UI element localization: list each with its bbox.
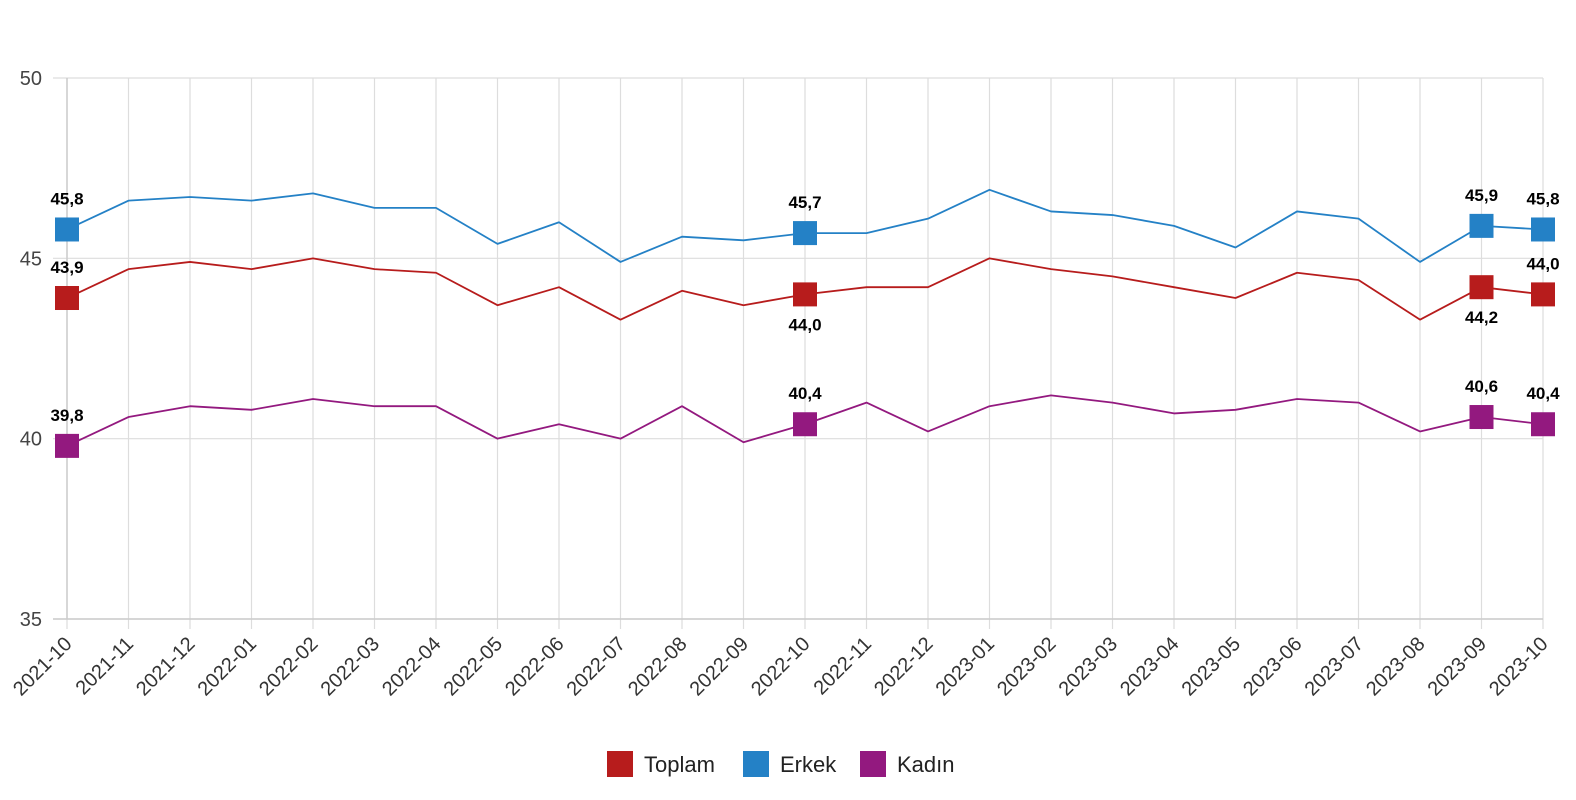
y-tick-label: 40 bbox=[20, 429, 42, 451]
x-tick-label: 2021-10 bbox=[9, 633, 76, 700]
x-tick-label: 2023-02 bbox=[993, 633, 1060, 700]
data-label-kad-n: 39,8 bbox=[50, 406, 83, 425]
marker-erkek[interactable] bbox=[1531, 217, 1555, 242]
data-label-erkek: 45,8 bbox=[1526, 189, 1559, 208]
data-label-kad-n: 40,4 bbox=[1526, 384, 1560, 403]
y-axis-ticks: 35 40 45 50 bbox=[20, 68, 42, 631]
data-label-kad-n: 40,6 bbox=[1465, 377, 1498, 396]
x-tick-label: 2022-10 bbox=[747, 633, 814, 700]
x-tick-label: 2022-02 bbox=[255, 633, 322, 700]
data-label-toplam: 44,0 bbox=[1526, 254, 1559, 273]
data-label-kad-n: 40,4 bbox=[788, 384, 822, 403]
x-tick-label: 2022-11 bbox=[810, 633, 876, 699]
legend-item-toplam[interactable]: Toplam bbox=[607, 751, 715, 777]
x-tick-label: 2022-05 bbox=[440, 633, 507, 700]
grid bbox=[53, 77, 1544, 629]
marker-erkek[interactable] bbox=[793, 221, 817, 246]
x-tick-label: 2022-09 bbox=[686, 633, 753, 700]
series-markers bbox=[55, 213, 1555, 458]
data-label-toplam: 44,0 bbox=[788, 315, 821, 334]
x-tick-label: 2021-11 bbox=[72, 633, 138, 699]
legend-swatch bbox=[743, 751, 769, 777]
data-label-toplam: 44,2 bbox=[1465, 308, 1498, 327]
x-tick-label: 2023-01 bbox=[932, 633, 999, 700]
legend-label: Erkek bbox=[780, 752, 837, 777]
legend-item-erkek[interactable]: Erkek bbox=[743, 751, 837, 777]
legend-label: Kadın bbox=[897, 752, 955, 777]
legend[interactable]: Toplam Erkek Kadın bbox=[607, 751, 955, 777]
x-tick-label: 2023-04 bbox=[1116, 633, 1183, 700]
data-label-erkek: 45,8 bbox=[50, 189, 83, 208]
x-tick-label: 2022-01 bbox=[194, 633, 261, 700]
marker-toplam[interactable] bbox=[793, 282, 817, 307]
marker-kad-n[interactable] bbox=[1469, 405, 1494, 430]
marker-toplam[interactable] bbox=[55, 286, 79, 311]
x-tick-label: 2023-05 bbox=[1178, 633, 1245, 700]
marker-erkek[interactable] bbox=[55, 217, 79, 242]
y-tick-label: 50 bbox=[20, 68, 42, 90]
x-tick-label: 2023-09 bbox=[1424, 633, 1491, 700]
x-tick-label: 2023-07 bbox=[1301, 633, 1368, 700]
marker-toplam[interactable] bbox=[1469, 275, 1494, 300]
x-tick-label: 2022-04 bbox=[378, 633, 445, 700]
x-tick-label: 2022-12 bbox=[870, 633, 937, 700]
y-tick-label: 45 bbox=[20, 248, 42, 270]
legend-swatch bbox=[860, 751, 886, 777]
marker-kad-n[interactable] bbox=[1531, 412, 1555, 437]
marker-kad-n[interactable] bbox=[55, 433, 79, 458]
legend-swatch bbox=[607, 751, 633, 777]
data-labels: 43,9 44,0 44,2 44,0 45,8 45,7 45,9 45,8 39,8 40,4… bbox=[50, 186, 1560, 425]
x-tick-label: 2023-10 bbox=[1485, 633, 1552, 700]
x-tick-label: 2023-06 bbox=[1239, 633, 1306, 700]
x-tick-label: 2022-06 bbox=[501, 633, 568, 700]
x-tick-label: 2022-07 bbox=[563, 633, 630, 700]
x-tick-label: 2021-12 bbox=[132, 633, 199, 700]
y-tick-label: 35 bbox=[20, 609, 42, 631]
x-tick-label: 2023-08 bbox=[1362, 633, 1429, 700]
marker-kad-n[interactable] bbox=[793, 412, 817, 437]
x-axis-ticks: 2021-102021-112021-122022-012022-022022-… bbox=[9, 633, 1552, 700]
marker-erkek[interactable] bbox=[1469, 213, 1494, 238]
legend-item-kad-n[interactable]: Kadın bbox=[860, 751, 955, 777]
x-tick-label: 2023-03 bbox=[1055, 633, 1122, 700]
x-tick-label: 2022-08 bbox=[624, 633, 691, 700]
marker-toplam[interactable] bbox=[1531, 282, 1555, 307]
x-tick-label: 2022-03 bbox=[317, 633, 384, 700]
data-label-erkek: 45,9 bbox=[1465, 186, 1498, 205]
data-label-erkek: 45,7 bbox=[788, 193, 821, 212]
data-label-toplam: 43,9 bbox=[50, 258, 83, 277]
legend-label: Toplam bbox=[644, 752, 715, 777]
